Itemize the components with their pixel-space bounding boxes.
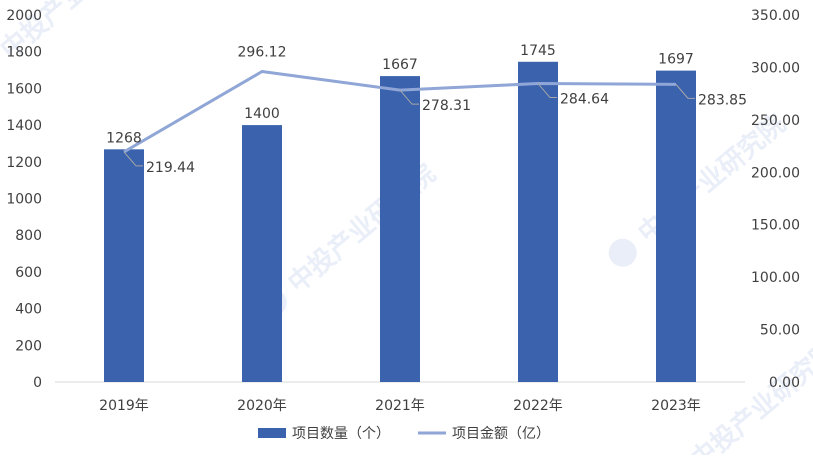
bar <box>656 70 696 383</box>
x-tick-label: 2020年 <box>237 398 287 414</box>
bar <box>518 61 558 382</box>
x-tick-label: 2019年 <box>99 398 149 414</box>
y-left-tick-label: 1800 <box>6 45 42 61</box>
line-value-label: 278.31 <box>422 98 471 114</box>
watermark-logo-icon <box>608 238 637 267</box>
bar-value-label: 1268 <box>106 130 142 146</box>
bar <box>380 76 420 382</box>
line-value-label: 283.85 <box>698 92 747 108</box>
y-right-tick-label: 350.00 <box>751 8 800 24</box>
line-value-label: 284.64 <box>560 92 609 108</box>
bar-series <box>104 61 696 383</box>
data-labels: 1268 1400 1667 1745 1697 219.44 296.12 278.31 28… <box>106 43 747 176</box>
line-label-leader <box>399 89 419 105</box>
y-right-tick-label: 50.00 <box>760 323 800 339</box>
y-right-tick-label: 250.00 <box>751 113 800 129</box>
bar-value-label: 1667 <box>382 57 418 73</box>
y-right-tick-label: 0.00 <box>769 375 800 391</box>
line-value-label: 219.44 <box>146 160 195 176</box>
line-label-leader <box>675 84 695 99</box>
y-right-tick-label: 300.00 <box>751 60 800 76</box>
y-right-tick-label: 150.00 <box>751 218 800 234</box>
x-tick-label: 2023年 <box>651 398 701 414</box>
y-right-tick-label: 200.00 <box>751 165 800 181</box>
y-right-tick-label: 100.00 <box>751 270 800 286</box>
y-left-tick-label: 800 <box>15 228 42 244</box>
axes: 0 200 400 600 800 1000 1200 1400 1600 1800 2000 0.0… <box>6 8 800 414</box>
legend: 项目数量（个） 项目金额（亿） <box>258 426 550 442</box>
x-tick-label: 2021年 <box>375 398 425 414</box>
line-label-leader <box>537 83 557 99</box>
y-left-tick-label: 200 <box>15 338 42 354</box>
y-left-tick-label: 400 <box>15 302 42 318</box>
y-left-tick-label: 600 <box>15 265 42 281</box>
x-tick-label: 2022年 <box>513 398 563 414</box>
watermark-text: 中投产业研究院 <box>685 335 813 455</box>
bar <box>104 149 144 382</box>
bar-value-label: 1400 <box>244 106 280 122</box>
line-value-label: 296.12 <box>238 44 287 60</box>
y-left-tick-label: 1600 <box>6 81 42 97</box>
legend-swatch-bar <box>258 428 286 438</box>
y-left-tick-label: 1400 <box>6 118 42 134</box>
y-left-tick-label: 1000 <box>6 192 42 208</box>
legend-label-bar: 项目数量（个） <box>292 426 390 442</box>
y-left-tick-label: 2000 <box>6 8 42 24</box>
line-label-leader <box>123 151 143 167</box>
bar-value-label: 1745 <box>520 43 556 59</box>
legend-label-line: 项目金额（亿） <box>452 426 550 442</box>
bar <box>242 125 282 382</box>
bar-value-label: 1697 <box>658 52 694 68</box>
y-left-tick-label: 1200 <box>6 155 42 171</box>
y-left-tick-label: 0 <box>33 375 42 391</box>
